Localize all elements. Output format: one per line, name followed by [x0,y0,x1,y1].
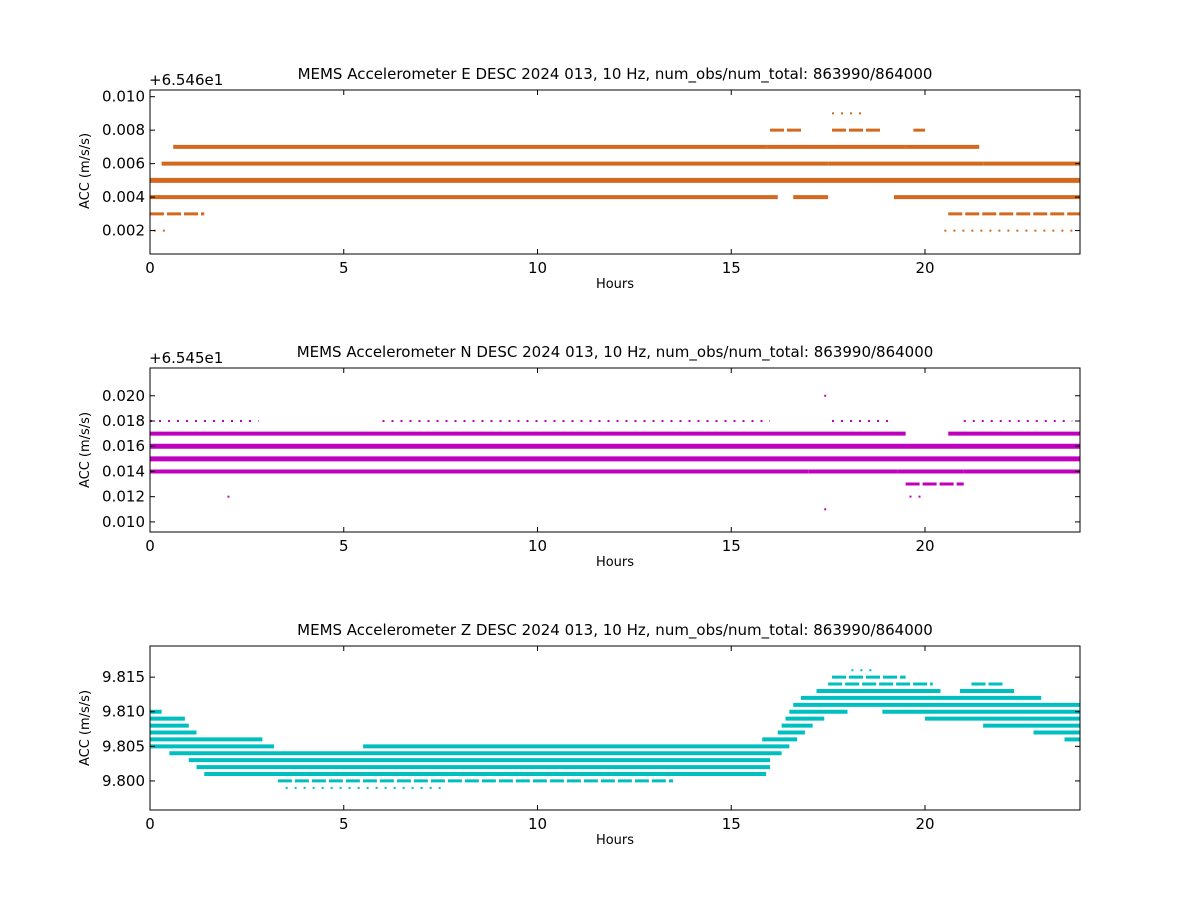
panel-e-ytick-label-3: 0.008 [102,121,145,139]
panel-n-frame [149,367,1081,533]
panel-z-ytick-label-2: 9.810 [102,703,145,721]
panel-n-plot-area [150,394,1080,511]
panel-n-ytick-label-0: 0.010 [102,513,145,531]
panel-z-xtick-label-3: 15 [722,815,741,833]
panel-n-xtick-label-4: 20 [915,537,934,555]
panel-e-xtick-label-4: 20 [915,259,934,277]
panel-e-xlabel: Hours [596,277,634,292]
panel-z-ytick-label-1: 9.805 [102,737,145,755]
panel-n-offset-text: +6.545e1 [149,349,223,367]
panel-n-ytick-label-4: 0.018 [102,412,145,430]
panel-z-ytick-label-3: 9.815 [102,668,145,686]
panel-e-ytick-label-0: 0.002 [102,222,145,240]
panel-z-xtick-label-0: 0 [145,815,155,833]
panel-z-ytick-label-0: 9.800 [102,772,145,790]
panel-n-title: MEMS Accelerometer N DESC 2024 013, 10 H… [297,343,934,362]
panel-z-xtick-label-1: 5 [339,815,349,833]
panel-z-plot-area [150,669,1080,789]
panel-z-xtick-label-4: 20 [915,815,934,833]
panel-n: MEMS Accelerometer N DESC 2024 013, 10 H… [78,343,1081,570]
panel-n-xtick-label-1: 5 [339,537,349,555]
panel-z-frame [149,645,1081,811]
panel-e-frame [149,89,1081,255]
panel-e-xtick-label-3: 15 [722,259,741,277]
panel-n-ytick-label-1: 0.012 [102,488,145,506]
panel-z-xtick-label-2: 10 [528,815,547,833]
panel-z: MEMS Accelerometer Z DESC 2024 013, 10 H… [78,621,1081,848]
panel-z-xlabel: Hours [596,833,634,848]
panel-z-ylabel: ACC (m/s/s) [78,690,93,766]
panel-e-offset-text: +6.546e1 [149,71,223,89]
panel-e-xtick-label-2: 10 [528,259,547,277]
panel-e-xtick-label-0: 0 [145,259,155,277]
panel-e-ylabel: ACC (m/s/s) [78,133,93,209]
panel-e-title: MEMS Accelerometer E DESC 2024 013, 10 H… [298,65,933,84]
panel-n-xtick-label-0: 0 [145,537,155,555]
panel-e-xtick-label-1: 5 [339,259,349,277]
panel-e: MEMS Accelerometer E DESC 2024 013, 10 H… [78,65,1081,292]
panel-e-ytick-label-4: 0.010 [102,88,145,106]
panel-e-plot-area [150,112,1080,232]
panel-e-ytick-label-1: 0.004 [102,188,145,206]
panel-n-xtick-label-3: 15 [722,537,741,555]
panel-n-xtick-label-2: 10 [528,537,547,555]
panel-n-ylabel: ACC (m/s/s) [78,412,93,488]
panel-n-xlabel: Hours [596,555,634,570]
panel-n-ytick-label-2: 0.014 [102,462,145,480]
panel-n-ytick-label-3: 0.016 [102,437,145,455]
panel-n-ytick-label-5: 0.020 [102,387,145,405]
panel-e-ytick-label-2: 0.006 [102,155,145,173]
panel-z-title: MEMS Accelerometer Z DESC 2024 013, 10 H… [297,621,933,640]
